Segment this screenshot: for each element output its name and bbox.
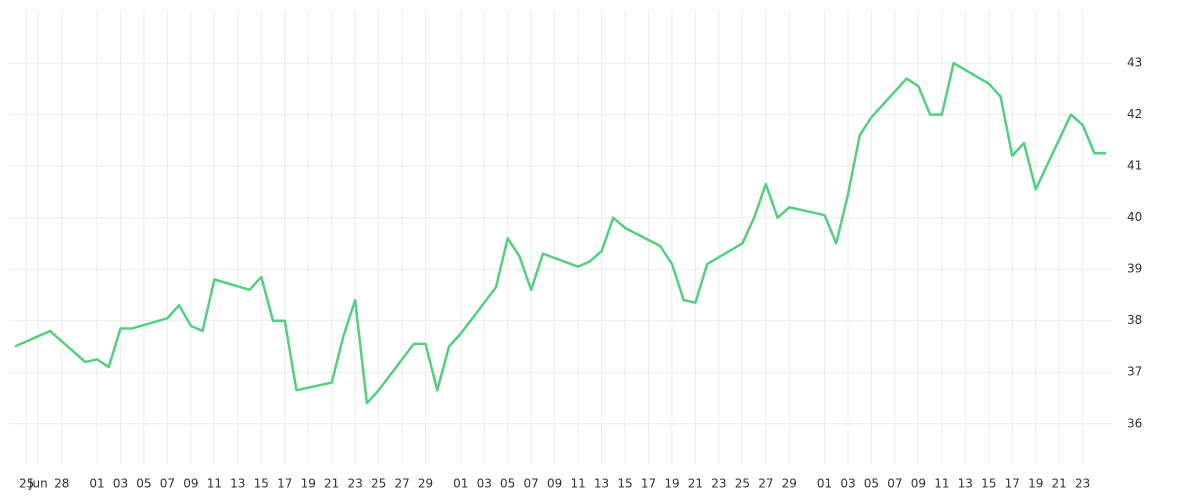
x-tick-label: 01 bbox=[817, 477, 832, 491]
x-tick-label: 09 bbox=[547, 477, 562, 491]
x-tick-label: 11 bbox=[570, 477, 585, 491]
x-tick-label: 27 bbox=[394, 477, 409, 491]
x-tick-label: 17 bbox=[277, 477, 292, 491]
y-tick-label: 36 bbox=[1127, 416, 1142, 430]
x-tick-label: 13 bbox=[594, 477, 609, 491]
x-tick-label: 21 bbox=[324, 477, 339, 491]
x-tick-label: 07 bbox=[887, 477, 902, 491]
x-tick-label: 23 bbox=[348, 477, 363, 491]
x-tick-label: 19 bbox=[664, 477, 679, 491]
x-tick-label: Jun bbox=[28, 477, 48, 491]
y-tick-label: 43 bbox=[1127, 56, 1142, 70]
x-tick-label: 15 bbox=[254, 477, 269, 491]
x-tick-label: 07 bbox=[160, 477, 175, 491]
line bbox=[14, 61, 1107, 405]
x-tick-label: 21 bbox=[1052, 477, 1067, 491]
x-tick-label: 09 bbox=[911, 477, 926, 491]
x-tick-label: 25 bbox=[19, 477, 34, 491]
y-tick-label: 38 bbox=[1127, 313, 1142, 327]
x-tick-label: 28 bbox=[54, 477, 69, 491]
x-tick-label: 05 bbox=[136, 477, 151, 491]
y-tick-label: 41 bbox=[1127, 159, 1142, 173]
x-tick-label: 11 bbox=[934, 477, 949, 491]
y-tick-label: 40 bbox=[1127, 210, 1142, 224]
x-tick-label: 05 bbox=[500, 477, 515, 491]
x-tick-label: 25 bbox=[735, 477, 750, 491]
x-tick-label: 13 bbox=[230, 477, 245, 491]
x-tick-label: 25 bbox=[371, 477, 386, 491]
x-tick-label: 13 bbox=[958, 477, 973, 491]
y-tick-label: 42 bbox=[1127, 107, 1142, 121]
x-tick-label: 23 bbox=[711, 477, 726, 491]
x-tick-label: 29 bbox=[418, 477, 433, 491]
x-tick-label: 07 bbox=[524, 477, 539, 491]
x-tick-label: 23 bbox=[1075, 477, 1090, 491]
x-tick-label: 19 bbox=[301, 477, 316, 491]
x-tick-label: 01 bbox=[89, 477, 104, 491]
x-tick-label: 03 bbox=[113, 477, 128, 491]
x-tick-label: 21 bbox=[688, 477, 703, 491]
x-tick-label: 03 bbox=[477, 477, 492, 491]
x-tick-label: 29 bbox=[782, 477, 797, 491]
x-tick-label: 17 bbox=[641, 477, 656, 491]
x-tick-label: 15 bbox=[981, 477, 996, 491]
x-tick-label: 17 bbox=[1005, 477, 1020, 491]
x-tick-label: 09 bbox=[183, 477, 198, 491]
y-tick-label: 37 bbox=[1127, 365, 1142, 379]
x-tick-label: 03 bbox=[840, 477, 855, 491]
x-tick-label: 05 bbox=[864, 477, 879, 491]
x-tick-label: 27 bbox=[758, 477, 773, 491]
x-tick-label: 11 bbox=[207, 477, 222, 491]
y-tick-label: 39 bbox=[1127, 262, 1142, 276]
x-tick-label: 15 bbox=[617, 477, 632, 491]
x-tick-label: 19 bbox=[1028, 477, 1043, 491]
x-tick-label: 01 bbox=[453, 477, 468, 491]
